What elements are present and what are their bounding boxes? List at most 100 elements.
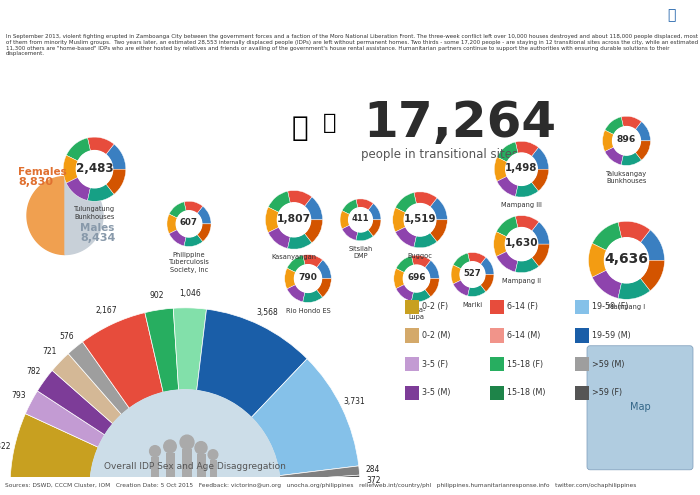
Wedge shape [515,257,539,273]
Text: ⓞ: ⓞ [667,8,676,22]
Circle shape [612,127,640,155]
Circle shape [349,208,372,232]
Wedge shape [589,244,607,277]
Wedge shape [621,152,641,165]
Wedge shape [393,208,406,232]
Wedge shape [287,285,305,302]
Circle shape [393,254,440,303]
Wedge shape [268,227,290,248]
Text: ⛺: ⛺ [323,113,337,133]
Wedge shape [453,253,470,269]
Wedge shape [396,256,414,273]
Wedge shape [288,191,312,206]
Wedge shape [412,255,430,268]
Text: 19-59 (F): 19-59 (F) [592,302,629,311]
Text: 696: 696 [407,273,426,282]
Wedge shape [618,278,650,299]
Wedge shape [635,122,650,141]
Bar [490,357,504,371]
Circle shape [494,140,550,198]
Wedge shape [531,244,550,266]
Wedge shape [145,308,178,393]
FancyBboxPatch shape [587,346,693,470]
Wedge shape [395,227,416,247]
Wedge shape [396,285,414,301]
Wedge shape [494,157,508,181]
Wedge shape [279,466,360,481]
Text: 3,731: 3,731 [344,397,365,406]
Text: 🚶: 🚶 [292,114,308,143]
Bar [197,454,206,482]
Polygon shape [65,177,103,254]
Text: 15-18 (F): 15-18 (F) [507,360,543,369]
Bar [575,328,589,343]
Bar [490,299,504,314]
Circle shape [663,6,681,24]
Text: Sitsilah
DMP: Sitsilah DMP [349,246,372,259]
Circle shape [295,265,321,293]
Wedge shape [414,233,437,248]
Text: people in transitional sites: people in transitional sites [361,148,519,160]
Bar [165,453,174,482]
Text: Males: Males [80,223,114,233]
Text: Buggoc: Buggoc [407,253,433,259]
Wedge shape [468,285,486,297]
Bar [405,386,419,400]
Bar [405,328,419,343]
Wedge shape [288,233,312,249]
Wedge shape [304,197,323,220]
Wedge shape [412,289,430,302]
Bar [151,457,159,482]
Text: Mampang III: Mampang III [501,202,542,208]
Wedge shape [394,268,405,289]
Text: 790: 790 [299,273,317,282]
Text: Overall IDP Sex and Age Disaggregation: Overall IDP Sex and Age Disaggregation [104,462,286,471]
Wedge shape [303,254,323,268]
Wedge shape [197,309,307,417]
Bar [209,459,216,482]
Wedge shape [425,260,439,279]
Circle shape [195,442,207,454]
Wedge shape [169,230,186,246]
Circle shape [265,190,323,250]
Circle shape [76,150,113,188]
Wedge shape [303,290,323,302]
Text: >59 (F): >59 (F) [592,389,622,397]
Circle shape [284,253,332,303]
Wedge shape [531,148,549,169]
Wedge shape [268,191,290,212]
Wedge shape [66,177,90,200]
Circle shape [277,203,311,237]
Text: Mariki: Mariki [463,301,482,307]
Circle shape [450,251,495,297]
Wedge shape [531,222,550,244]
Text: >59 (M): >59 (M) [592,360,624,369]
Text: 6-14 (F): 6-14 (F) [507,302,538,311]
Text: 3-5 (F): 3-5 (F) [422,360,448,369]
Circle shape [460,262,485,287]
Text: 411: 411 [351,214,370,223]
Wedge shape [342,199,358,214]
Text: Philippine
Tuberculosis
Society, Inc: Philippine Tuberculosis Society, Inc [169,251,209,273]
Wedge shape [106,144,126,169]
Text: 527: 527 [463,269,482,278]
Text: Taluksangay
Bunkhouses: Taluksangay Bunkhouses [606,171,647,184]
Wedge shape [304,220,323,243]
Wedge shape [451,265,461,284]
Circle shape [587,220,666,300]
Circle shape [605,238,648,283]
Wedge shape [425,279,439,297]
Wedge shape [515,182,538,197]
Wedge shape [285,268,296,289]
Text: Mampang II: Mampang II [502,278,541,284]
Wedge shape [10,414,99,487]
Text: Mampang I: Mampang I [608,304,645,310]
Wedge shape [592,222,622,250]
Wedge shape [316,279,331,297]
Text: 4,636: 4,636 [605,252,648,266]
Text: Females: Females [18,166,66,177]
Wedge shape [430,198,447,220]
Wedge shape [605,117,624,135]
Text: 793: 793 [11,391,26,400]
Text: 721: 721 [43,347,57,356]
